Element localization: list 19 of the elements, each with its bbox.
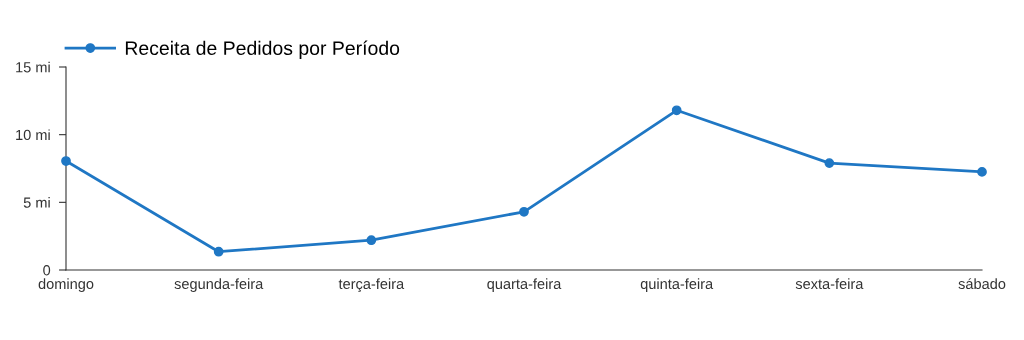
point <box>213 246 224 257</box>
point <box>977 167 987 177</box>
x-tick-label: quinta-feira <box>640 278 714 292</box>
point <box>824 158 835 168</box>
y-tick-label: 10 mi <box>16 129 50 141</box>
legend-label: Receita de Pedidos por Período <box>125 40 400 59</box>
y-tick-label: 0 <box>43 265 51 276</box>
x-tick-label: segunda-feira <box>174 278 264 292</box>
point <box>61 156 71 166</box>
point <box>671 105 682 116</box>
y-tick-label: 5 mi <box>23 197 50 208</box>
x-tick-label: sexta-feira <box>795 278 864 290</box>
x-tick-label: quarta-feira <box>487 278 562 292</box>
x-tick-label: terça-feira <box>338 278 405 292</box>
y-tick-label: 15 mi <box>16 61 50 73</box>
point <box>519 206 529 217</box>
x-tick-label: domingo <box>38 278 94 292</box>
x-tick-label: sábado <box>958 278 1006 290</box>
point <box>366 235 377 246</box>
